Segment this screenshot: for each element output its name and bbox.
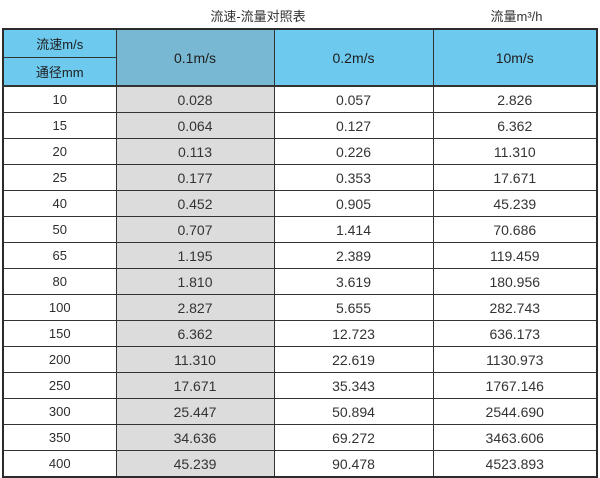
diameter-cell: 200 xyxy=(2,346,117,373)
flow-cell-v10: 45.239 xyxy=(432,190,598,217)
flow-cell-v0-2: 35.343 xyxy=(273,372,434,399)
flow-cell-v0-2: 12.723 xyxy=(273,320,434,347)
table-row: 200 11.310 22.619 1130.973 xyxy=(2,346,598,373)
diameter-cell: 100 xyxy=(2,294,117,321)
page-title: 流速-流量对照表 xyxy=(210,9,306,24)
flow-cell-v0-2: 1.414 xyxy=(273,216,434,243)
table-row: 80 1.810 3.619 180.956 xyxy=(2,268,598,295)
flow-cell-v0-2: 69.272 xyxy=(273,424,434,451)
diameter-cell: 25 xyxy=(2,164,117,191)
diameter-cell: 40 xyxy=(2,190,117,217)
table-row: 20 0.113 0.226 11.310 xyxy=(2,138,598,165)
flow-unit-label: 流量m³/h xyxy=(490,9,543,24)
table-row: 400 45.239 90.478 4523.893 xyxy=(2,450,598,478)
flow-cell-v0-2: 0.905 xyxy=(273,190,434,217)
diameter-cell: 300 xyxy=(2,398,117,425)
flow-cell-v0-2: 5.655 xyxy=(273,294,434,321)
flow-cell-v0-2: 0.353 xyxy=(273,164,434,191)
flow-cell-v10: 3463.606 xyxy=(432,424,598,451)
flow-cell-v10: 2.826 xyxy=(432,85,598,113)
flow-cell-v10: 119.459 xyxy=(432,242,598,269)
table-row: 350 34.636 69.272 3463.606 xyxy=(2,424,598,451)
flow-cell-v0-1: 1.195 xyxy=(115,242,275,269)
diameter-cell: 250 xyxy=(2,372,117,399)
diameter-cell: 20 xyxy=(2,138,117,165)
flow-cell-v0-1: 0.707 xyxy=(115,216,275,243)
header-corner-velocity: 流速m/s xyxy=(2,28,117,58)
table-row: 65 1.195 2.389 119.459 xyxy=(2,242,598,269)
flow-cell-v0-2: 50.894 xyxy=(273,398,434,425)
flow-cell-v10: 4523.893 xyxy=(432,450,598,478)
diameter-cell: 350 xyxy=(2,424,117,451)
flow-cell-v0-1: 25.447 xyxy=(115,398,275,425)
diameter-cell: 50 xyxy=(2,216,117,243)
header-corner-diameter: 通径mm xyxy=(2,57,117,87)
flow-cell-v0-2: 0.226 xyxy=(273,138,434,165)
flow-cell-v0-1: 6.362 xyxy=(115,320,275,347)
flow-cell-v10: 282.743 xyxy=(432,294,598,321)
diameter-cell: 10 xyxy=(2,85,117,113)
table-row: 40 0.452 0.905 45.239 xyxy=(2,190,598,217)
flow-cell-v0-1: 0.028 xyxy=(115,85,275,113)
flow-cell-v0-1: 17.671 xyxy=(115,372,275,399)
table-row: 150 6.362 12.723 636.173 xyxy=(2,320,598,347)
flow-cell-v0-2: 0.057 xyxy=(273,85,434,113)
flow-cell-v0-2: 2.389 xyxy=(273,242,434,269)
header-col-0-2ms: 0.2m/s xyxy=(273,28,434,87)
diameter-cell: 80 xyxy=(2,268,117,295)
flow-cell-v0-2: 22.619 xyxy=(273,346,434,373)
flow-cell-v0-2: 0.127 xyxy=(273,112,434,139)
flow-cell-v0-1: 45.239 xyxy=(115,450,275,478)
diameter-cell: 400 xyxy=(2,450,117,478)
diameter-cell: 65 xyxy=(2,242,117,269)
flow-cell-v10: 70.686 xyxy=(432,216,598,243)
flow-cell-v0-1: 0.177 xyxy=(115,164,275,191)
flow-cell-v10: 11.310 xyxy=(432,138,598,165)
header-col-10ms: 10m/s xyxy=(432,28,598,87)
table-row: 300 25.447 50.894 2544.690 xyxy=(2,398,598,425)
flow-cell-v0-2: 90.478 xyxy=(273,450,434,478)
header-row-velocity: 流速m/s 0.1m/s 0.2m/s 10m/s xyxy=(2,28,598,87)
flow-cell-v0-1: 0.113 xyxy=(115,138,275,165)
table-row: 50 0.707 1.414 70.686 xyxy=(2,216,598,243)
header-row-diameter: 通径mm xyxy=(2,57,597,87)
header-col-0-1ms: 0.1m/s xyxy=(115,28,275,87)
flow-cell-v0-1: 0.064 xyxy=(115,112,275,139)
flow-cell-v0-1: 11.310 xyxy=(115,346,275,373)
flow-cell-v10: 17.671 xyxy=(432,164,598,191)
table-row: 10 0.028 0.057 2.826 xyxy=(2,85,598,113)
table-row: 250 17.671 35.343 1767.146 xyxy=(2,372,598,399)
diameter-cell: 150 xyxy=(2,320,117,347)
table-row: 25 0.177 0.353 17.671 xyxy=(2,164,598,191)
flow-cell-v0-1: 0.452 xyxy=(115,190,275,217)
flow-cell-v10: 180.956 xyxy=(432,268,598,295)
flow-cell-v0-1: 34.636 xyxy=(115,424,275,451)
flow-cell-v10: 6.362 xyxy=(432,112,598,139)
table-row: 100 2.827 5.655 282.743 xyxy=(2,294,598,321)
flow-cell-v10: 1130.973 xyxy=(432,346,598,373)
flow-cell-v0-1: 1.810 xyxy=(115,268,275,295)
flow-cell-v10: 636.173 xyxy=(432,320,598,347)
flow-cell-v10: 2544.690 xyxy=(432,398,598,425)
flow-rate-table: 流速m/s 0.1m/s 0.2m/s 10m/s 通径mm 10 0.028 … xyxy=(2,28,598,478)
table-row: 15 0.064 0.127 6.362 xyxy=(2,112,598,139)
table-header: 流速m/s 0.1m/s 0.2m/s 10m/s 通径mm xyxy=(2,28,598,87)
flow-cell-v0-2: 3.619 xyxy=(273,268,434,295)
diameter-cell: 15 xyxy=(2,112,117,139)
table-body: 10 0.028 0.057 2.826 15 0.064 0.127 6.36… xyxy=(2,85,598,478)
flow-cell-v0-1: 2.827 xyxy=(115,294,275,321)
flow-cell-v10: 1767.146 xyxy=(432,372,598,399)
